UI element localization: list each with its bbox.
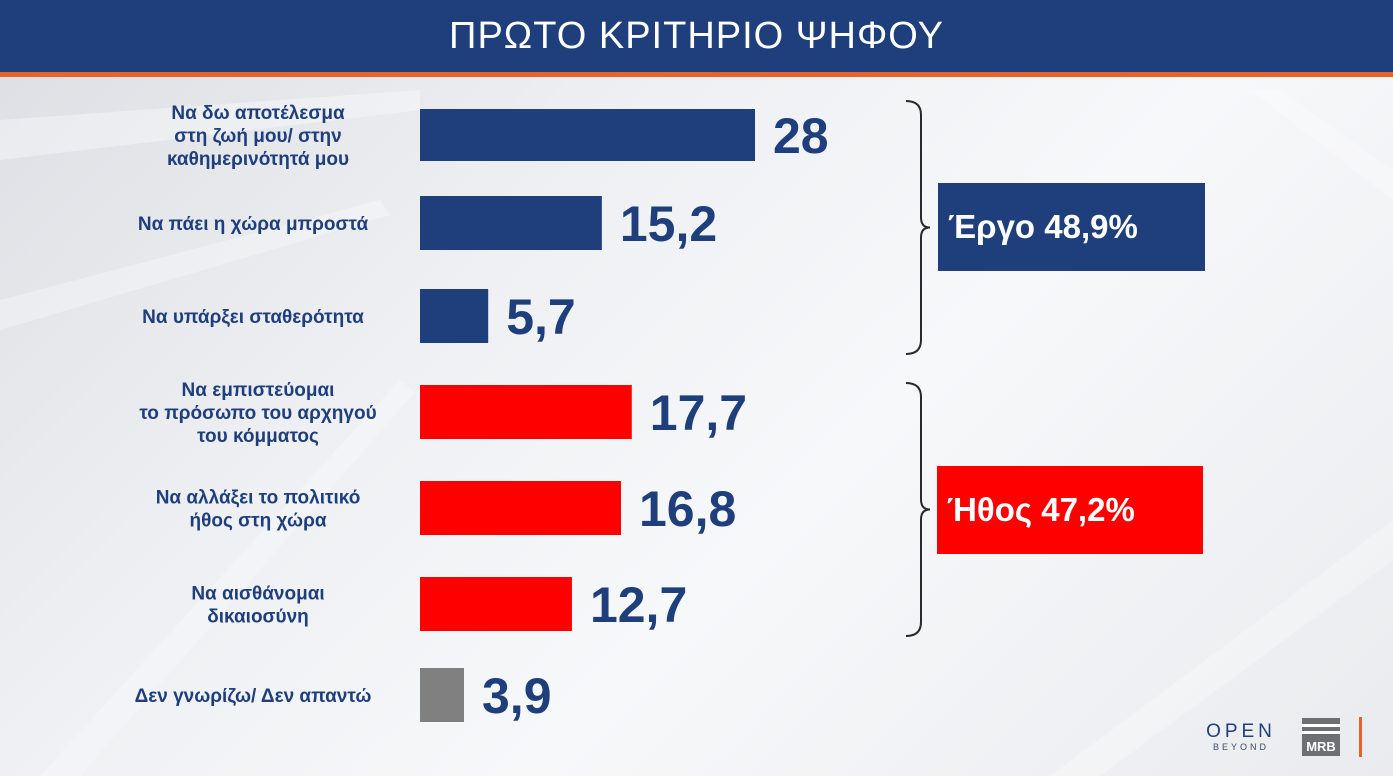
- category-label-line: Να υπάρξει σταθερότητα: [142, 307, 364, 328]
- logo-divider: [1359, 717, 1362, 757]
- category-label: Δεν γνωρίζω/ Δεν απαντώ: [135, 686, 372, 707]
- page-title: ΠΡΩΤΟ ΚΡΙΤΗΡΙΟ ΨΗΦΟΥ: [449, 14, 944, 57]
- bar-value-label: 3,9: [482, 668, 552, 724]
- bar-1: [420, 109, 755, 161]
- bar-2: [420, 196, 602, 250]
- category-label-line: Να πάει η χώρα μπροστά: [138, 214, 369, 235]
- category-label: Να δω αποτέλεσμα στη ζωή μου/ στην καθημερ…: [167, 103, 349, 170]
- bar-value-label: 12,7: [590, 577, 687, 633]
- mrb-logo: MRB: [1302, 718, 1340, 756]
- category-label-line: καθημερινότητά μου: [167, 149, 349, 170]
- bar-value-label: 5,7: [506, 289, 576, 345]
- group-bracket-1: [905, 100, 931, 355]
- mrb-logo-text: MRB: [1306, 739, 1336, 754]
- header-bar: ΠΡΩΤΟ ΚΡΙΤΗΡΙΟ ΨΗΦΟΥ: [0, 0, 1393, 77]
- category-label: Να πάει η χώρα μπροστά: [138, 214, 369, 235]
- group-label-ergo: Έργο 48,9%: [938, 183, 1205, 271]
- group-label-ithos: Ήθος 47,2%: [937, 466, 1203, 554]
- bar-5: [420, 481, 621, 535]
- category-label-line: Να δω αποτέλεσμα: [171, 103, 345, 124]
- category-label: Να αισθάνομαι δικαιοσύνη: [191, 584, 324, 628]
- bar-7: [420, 668, 464, 722]
- bar-value-label: 16,8: [639, 481, 736, 537]
- category-label-line: Να αλλάξει το πολιτικό: [156, 488, 361, 509]
- category-label-line: Να αισθάνομαι: [191, 584, 324, 605]
- category-label-line: στη ζωή μου/ στην: [174, 126, 341, 147]
- bar-6: [420, 577, 572, 631]
- category-label-line: του κόμματος: [197, 426, 319, 447]
- open-logo-text: OPEN: [1206, 721, 1276, 742]
- category-label: Να εμπιστεύομαι το πρόσωπο του αρχηγού του…: [139, 380, 376, 447]
- category-label-line: Δεν γνωρίζω/ Δεν απαντώ: [135, 686, 372, 707]
- category-label-line: το πρόσωπο του αρχηγού: [139, 403, 376, 424]
- category-label-line: Να εμπιστεύομαι: [182, 380, 335, 401]
- category-label-line: δικαιοσύνη: [207, 607, 309, 628]
- bar-value-label: 17,7: [650, 385, 747, 441]
- category-label: Να υπάρξει σταθερότητα: [142, 307, 364, 328]
- category-label-line: ήθος στη χώρα: [189, 511, 326, 532]
- bar-4: [420, 385, 632, 439]
- open-logo-subtext: BEYOND: [1212, 742, 1269, 752]
- group-bracket-2: [905, 382, 931, 637]
- bar-value-label: 15,2: [620, 196, 717, 252]
- category-label: Να αλλάξει το πολιτικό ήθος στη χώρα: [156, 488, 361, 532]
- bar-value-label: 28: [773, 108, 829, 164]
- bar-3: [420, 289, 489, 343]
- open-logo: OPEN BEYOND: [1203, 721, 1279, 753]
